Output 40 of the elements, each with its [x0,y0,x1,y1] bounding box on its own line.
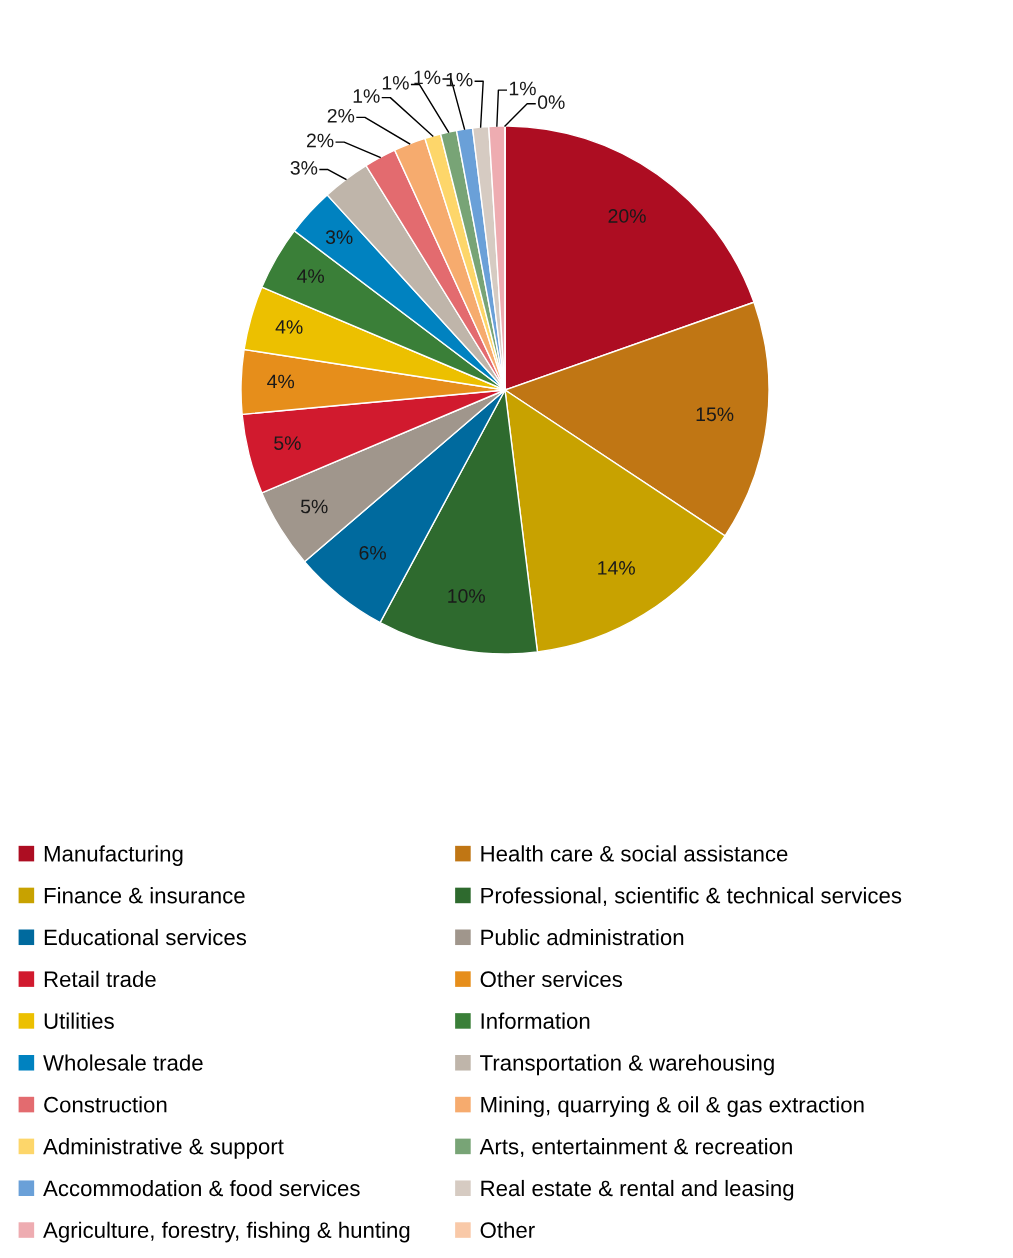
data-label: 2% [306,133,334,148]
data-label: 1% [509,81,536,96]
data-label: 4% [275,320,303,334]
legend-label: Real estate & rental and leasing [481,1179,794,1201]
legend-label: Arts, entertainment & recreation [479,1138,792,1158]
text: 0% [537,95,565,110]
data-label: 15% [696,407,734,422]
data-label: 20% [608,209,646,223]
legend-label: Administrative & support [43,1138,284,1159]
data-label: 6% [359,545,386,560]
legend-label: Agriculture, forestry, fishing & hunting [43,1221,410,1243]
legend-label: Wholesale trade [43,1054,203,1071]
data-label: 1% [446,72,473,87]
legend-label: Information [481,1012,590,1029]
legend-label: Other [480,1221,535,1239]
legend-label: Finance & insurance [44,887,245,904]
data-label: 1% [414,70,441,85]
data-label: 14% [598,561,635,575]
legend-label: Utilities [44,1012,114,1029]
data-label: 4% [267,374,295,389]
legend-label: Accommodation & food services [43,1179,360,1197]
legend-label: Public administration [481,928,684,946]
legend-label: Construction [44,1096,167,1113]
data-label: 3% [290,161,318,175]
data-label: 3% [325,230,353,245]
data-label: 1% [353,89,380,103]
legend-label: Educational services [44,928,247,946]
legend-label: Retail trade [44,970,156,988]
legend-label: Transportation & warehousing [480,1054,774,1076]
legend-label: Health care & social assistance [481,845,788,862]
data-label: 1% [382,76,409,90]
data-label: 5% [300,499,328,514]
legend-label: Other services [480,970,623,988]
legend-label: Manufacturing [44,845,183,867]
data-label: 5% [274,436,301,450]
data-label: 2% [327,108,355,123]
data-label: 4% [297,269,325,283]
legend-label: Mining, quarrying & oil & gas extraction [481,1096,864,1117]
legend-label: Professional, scientific & technical services [481,887,902,907]
data-label: 10% [448,589,485,603]
